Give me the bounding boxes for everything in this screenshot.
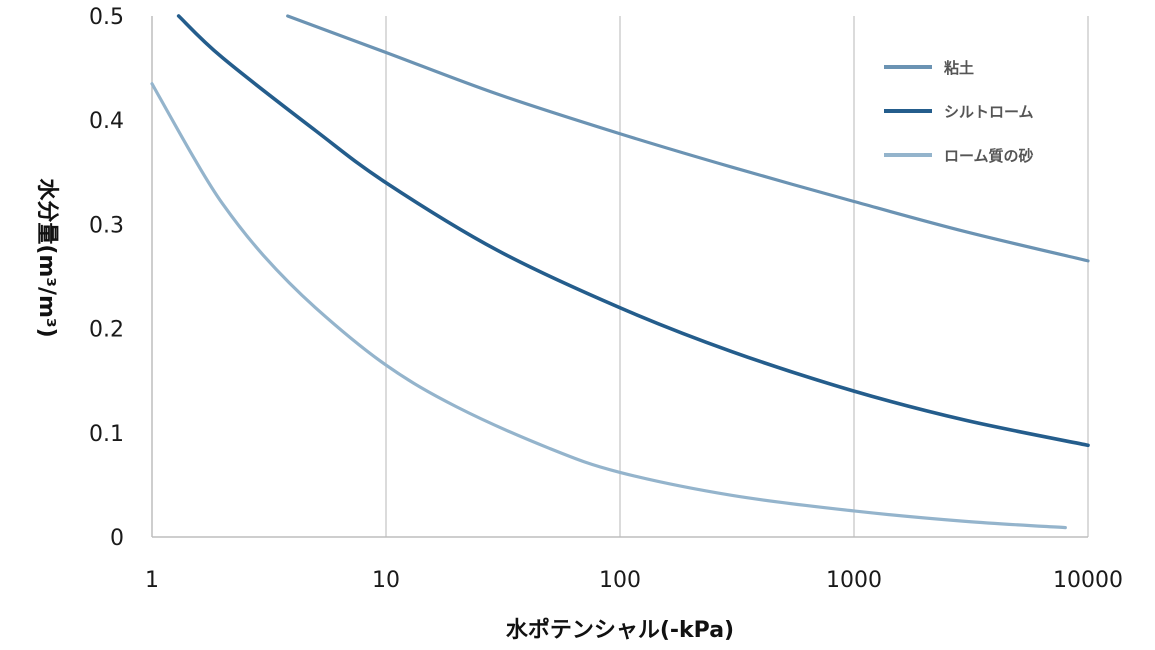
x-tick-label: 10000 xyxy=(1053,568,1123,593)
x-tick-label: 1000 xyxy=(826,568,882,593)
x-tick-label: 1 xyxy=(145,568,159,593)
y-axis-title: 水分量(m³/m³) xyxy=(34,178,59,337)
x-tick-label: 100 xyxy=(599,568,641,593)
y-tick-label: 0.1 xyxy=(89,422,124,447)
y-tick-label: 0.3 xyxy=(89,213,124,238)
series-layer xyxy=(150,14,1090,530)
grid-layer xyxy=(151,16,1089,538)
legend-label: ローム質の砂 xyxy=(944,147,1034,165)
x-axis-title: 水ポテンシャル(-kPa) xyxy=(506,617,734,643)
series-line-0 xyxy=(286,14,1090,263)
legend-label: 粘土 xyxy=(944,59,974,77)
series-line-2 xyxy=(150,82,1067,530)
ticks-layer: 1 10 100 1000 10000 0 0.1 0.2 0.3 0.4 0.5 xyxy=(89,5,1123,593)
y-tick-label: 0.5 xyxy=(89,5,124,30)
legend-label: シルトローム xyxy=(944,103,1034,121)
series-line-1 xyxy=(176,14,1090,448)
y-tick-label: 0.2 xyxy=(89,318,124,343)
y-tick-label: 0 xyxy=(110,526,124,551)
y-tick-label: 0.4 xyxy=(89,109,124,134)
x-tick-label: 10 xyxy=(372,568,400,593)
